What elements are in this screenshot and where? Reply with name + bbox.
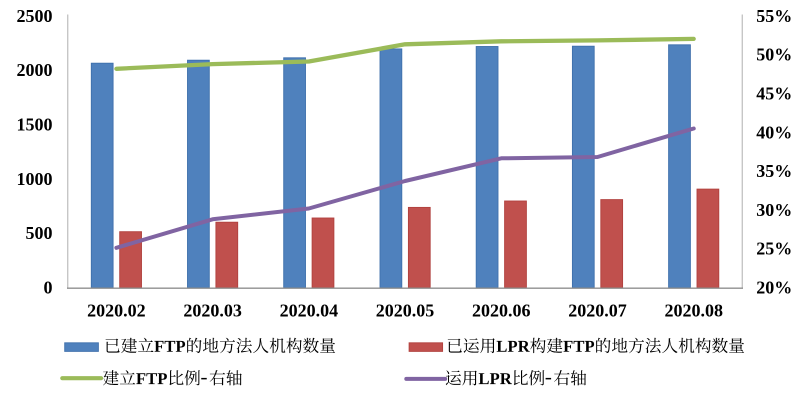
svg-text:25%: 25% xyxy=(756,239,792,259)
svg-text:2020.02: 2020.02 xyxy=(87,301,146,321)
svg-text:1000: 1000 xyxy=(17,169,53,189)
svg-text:40%: 40% xyxy=(756,122,792,142)
svg-text:35%: 35% xyxy=(756,161,792,181)
svg-text:2020.03: 2020.03 xyxy=(183,301,242,321)
svg-text:2020.07: 2020.07 xyxy=(568,301,627,321)
svg-text:500: 500 xyxy=(26,223,53,243)
svg-text:0: 0 xyxy=(44,278,53,298)
svg-text:55%: 55% xyxy=(756,6,792,26)
svg-text:2020.05: 2020.05 xyxy=(376,301,435,321)
svg-text:20%: 20% xyxy=(756,278,792,298)
svg-text:2000: 2000 xyxy=(17,60,53,80)
svg-text:45%: 45% xyxy=(756,83,792,103)
svg-text:2020.04: 2020.04 xyxy=(280,301,339,321)
svg-text:2020.08: 2020.08 xyxy=(664,301,723,321)
svg-text:50%: 50% xyxy=(756,45,792,65)
svg-text:1500: 1500 xyxy=(17,115,53,135)
svg-text:30%: 30% xyxy=(756,200,792,220)
svg-text:2500: 2500 xyxy=(17,6,53,26)
svg-text:2020.06: 2020.06 xyxy=(472,301,531,321)
